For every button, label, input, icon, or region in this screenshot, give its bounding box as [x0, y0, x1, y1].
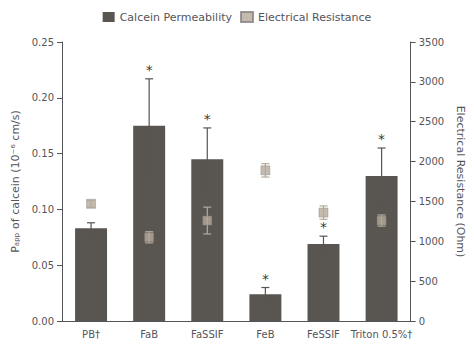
svg-text:*: * — [262, 271, 269, 287]
svg-text:0.25: 0.25 — [32, 37, 54, 48]
svg-text:2000: 2000 — [419, 156, 444, 167]
svg-text:0.05: 0.05 — [32, 260, 54, 271]
svg-text:FaSSIF: FaSSIF — [191, 329, 224, 340]
svg-text:*: * — [378, 131, 385, 147]
svg-text:0.10: 0.10 — [32, 204, 54, 215]
svg-text:*: * — [146, 62, 153, 78]
svg-text:0.20: 0.20 — [32, 92, 54, 103]
svg-text:*: * — [204, 111, 211, 127]
svg-text:1000: 1000 — [419, 236, 444, 247]
svg-text:Electrical Resistance (Ohm): Electrical Resistance (Ohm) — [454, 106, 467, 258]
svg-text:1500: 1500 — [419, 196, 444, 207]
svg-text:FaB: FaB — [140, 329, 158, 340]
svg-text:FeSSIF: FeSSIF — [307, 329, 340, 340]
svg-text:Triton 0.5%†: Triton 0.5%† — [350, 329, 413, 340]
svg-text:0: 0 — [419, 316, 425, 327]
svg-text:2500: 2500 — [419, 116, 444, 127]
svg-text:500: 500 — [419, 276, 438, 287]
svg-text:Electrical Resistance: Electrical Resistance — [258, 11, 372, 24]
svg-text:Pₐₚₚ of calcein (10⁻⁶ cm/s): Pₐₚₚ of calcein (10⁻⁶ cm/s) — [9, 110, 22, 253]
svg-text:0.15: 0.15 — [32, 148, 54, 159]
svg-text:PB†: PB† — [82, 329, 100, 340]
svg-text:*: * — [320, 219, 327, 235]
svg-text:Calcein Permeability: Calcein Permeability — [120, 11, 233, 24]
svg-text:3500: 3500 — [419, 37, 444, 48]
svg-text:0.00: 0.00 — [32, 316, 54, 327]
svg-text:FeB: FeB — [256, 329, 274, 340]
svg-text:3000: 3000 — [419, 76, 444, 87]
